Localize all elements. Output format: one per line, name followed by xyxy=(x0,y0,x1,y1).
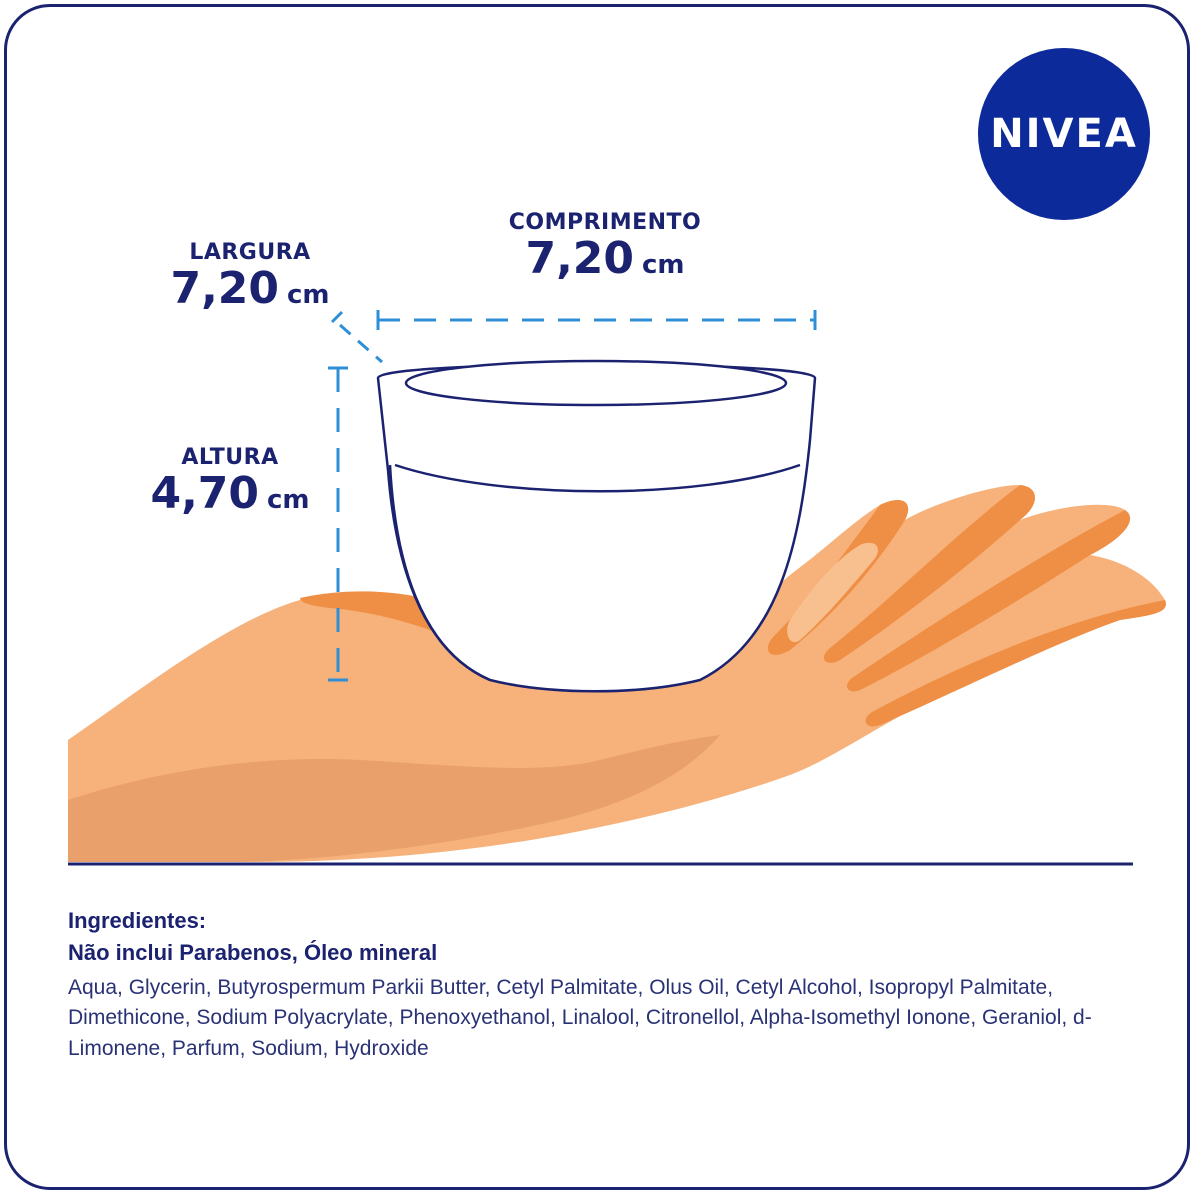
largura-label: LARGURA xyxy=(189,240,311,265)
dimension-comprimento: COMPRIMENTO 7,20 cm xyxy=(490,210,720,283)
ingredients-title: Ingredientes: xyxy=(68,908,207,933)
largura-unit: cm xyxy=(287,280,330,310)
jar-illustration xyxy=(376,359,817,693)
largura-value: 7,20 xyxy=(170,263,280,314)
altura-value-row: 4,70 cm xyxy=(130,468,330,519)
ingredients-subtitle: Não inclui Parabenos, Óleo mineral xyxy=(68,939,438,965)
hand-illustration xyxy=(68,485,1166,862)
comprimento-value-row: 7,20 cm xyxy=(490,233,720,284)
ingredients-section: Ingredientes: Não inclui Parabenos, Óleo… xyxy=(68,905,1148,1064)
dimension-guides xyxy=(328,310,817,682)
logo-text: NIVEA xyxy=(990,111,1138,157)
nivea-logo: NIVEA xyxy=(978,48,1150,220)
altura-unit: cm xyxy=(267,485,310,515)
comprimento-value: 7,20 xyxy=(525,233,635,284)
altura-value: 4,70 xyxy=(150,468,260,519)
comprimento-unit: cm xyxy=(642,250,685,280)
dimension-altura: ALTURA 4,70 cm xyxy=(130,445,330,518)
altura-label: ALTURA xyxy=(181,445,279,470)
ingredients-list: Aqua, Glycerin, Butyrospermum Parkii But… xyxy=(68,975,1092,1060)
comprimento-label: COMPRIMENTO xyxy=(508,210,702,235)
card-frame xyxy=(4,4,1190,1190)
dimension-largura: LARGURA 7,20 cm xyxy=(150,240,350,313)
largura-value-row: 7,20 cm xyxy=(150,263,350,314)
